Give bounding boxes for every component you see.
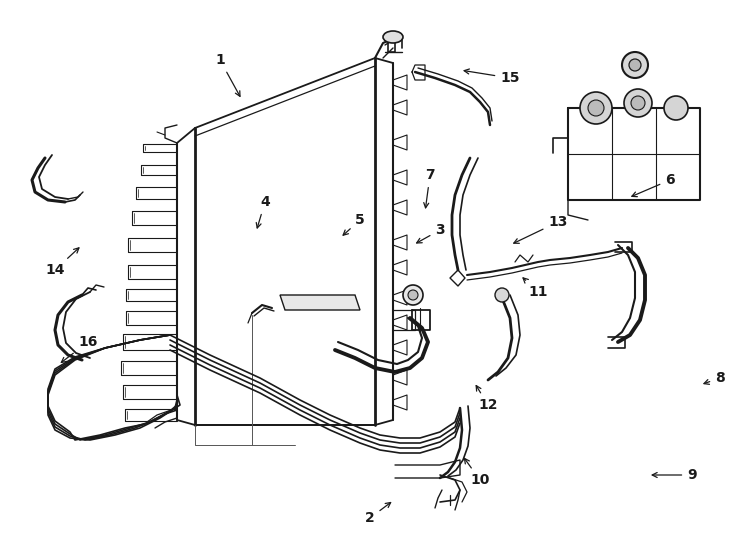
- Circle shape: [629, 59, 641, 71]
- Circle shape: [664, 96, 688, 120]
- Circle shape: [624, 89, 652, 117]
- Circle shape: [408, 290, 418, 300]
- Text: 16: 16: [62, 335, 98, 362]
- Text: 12: 12: [476, 386, 498, 412]
- Text: 7: 7: [424, 168, 435, 208]
- Text: 13: 13: [514, 215, 567, 244]
- Circle shape: [622, 52, 648, 78]
- Text: 1: 1: [215, 53, 240, 96]
- Circle shape: [588, 100, 604, 116]
- Text: 15: 15: [464, 69, 520, 85]
- Ellipse shape: [383, 31, 403, 43]
- Text: 6: 6: [632, 173, 675, 197]
- Text: 9: 9: [653, 468, 697, 482]
- Polygon shape: [280, 295, 360, 310]
- Text: 11: 11: [523, 278, 548, 299]
- Text: 5: 5: [343, 213, 365, 235]
- Circle shape: [580, 92, 612, 124]
- Text: 3: 3: [417, 223, 445, 243]
- Text: 14: 14: [46, 248, 79, 277]
- Text: 10: 10: [465, 458, 490, 487]
- Circle shape: [495, 288, 509, 302]
- Circle shape: [631, 96, 645, 110]
- Circle shape: [403, 285, 423, 305]
- Text: 4: 4: [256, 195, 270, 228]
- Text: 8: 8: [704, 371, 725, 385]
- Text: 2: 2: [365, 503, 390, 525]
